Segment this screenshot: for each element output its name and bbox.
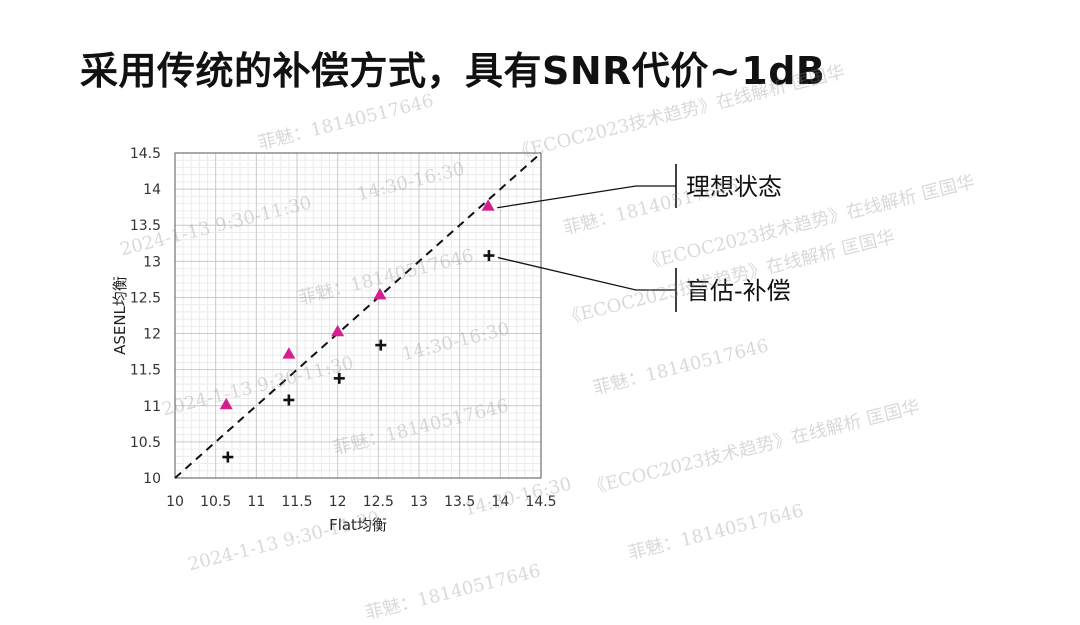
triangle-marker	[481, 199, 495, 211]
triangle-marker	[282, 347, 296, 359]
y-tick-label: 13	[143, 254, 161, 270]
x-tick-label: 14.5	[525, 494, 556, 510]
y-tick-label: 14.5	[130, 146, 161, 162]
callout-leader-line	[497, 185, 676, 209]
plus-marker	[333, 372, 345, 384]
triangle-marker	[219, 397, 233, 410]
x-tick-label: 10	[166, 494, 184, 510]
triangle-marker	[331, 324, 345, 337]
callout-label: 盲估-补偿	[686, 277, 791, 305]
plus-marker	[483, 250, 495, 262]
x-tick-label: 11	[247, 494, 265, 510]
y-tick-label: 13.5	[130, 218, 161, 234]
y-tick-label: 11.5	[130, 363, 161, 379]
chart-minor-grid	[175, 153, 541, 478]
x-tick-label: 12	[329, 494, 347, 510]
x-tick-label: 13.5	[444, 494, 475, 510]
x-tick-label: 14	[491, 494, 509, 510]
x-axis-label: Flat均衡	[329, 516, 387, 534]
axis-tick-labels: 10 10.5 11 11.5 12 12.5 13 13.5 14 14.5 10 10.5 11 11…	[130, 146, 557, 510]
y-tick-label: 11	[143, 399, 161, 415]
reference-diagonal-line	[174, 152, 542, 479]
x-tick-label: 10.5	[200, 494, 231, 510]
data-marks	[219, 199, 495, 463]
y-tick-label: 10.5	[130, 435, 161, 451]
x-tick-label: 12.5	[363, 494, 394, 510]
y-tick-label: 12.5	[130, 290, 161, 306]
triangle-marker	[373, 288, 387, 300]
callout-leader-line	[497, 256, 676, 291]
x-tick-label: 11.5	[281, 494, 312, 510]
y-tick-label: 12	[143, 327, 161, 343]
scatter-chart: 10 10.5 11 11.5 12 12.5 13 13.5 14 14.5 10 10.5 11 11…	[111, 146, 791, 534]
y-axis-label: ASENL均衡	[111, 276, 129, 355]
plot-frame	[174, 152, 542, 479]
slide-title: 采用传统的补偿方式，具有SNR代价~1dB	[80, 49, 826, 93]
y-tick-label: 10	[143, 471, 161, 487]
x-tick-label: 13	[410, 494, 428, 510]
callout-label: 理想状态	[686, 173, 782, 201]
y-tick-label: 14	[143, 182, 161, 198]
plus-marker	[283, 394, 295, 406]
plus-marker	[222, 451, 234, 463]
plus-marker	[375, 339, 387, 351]
